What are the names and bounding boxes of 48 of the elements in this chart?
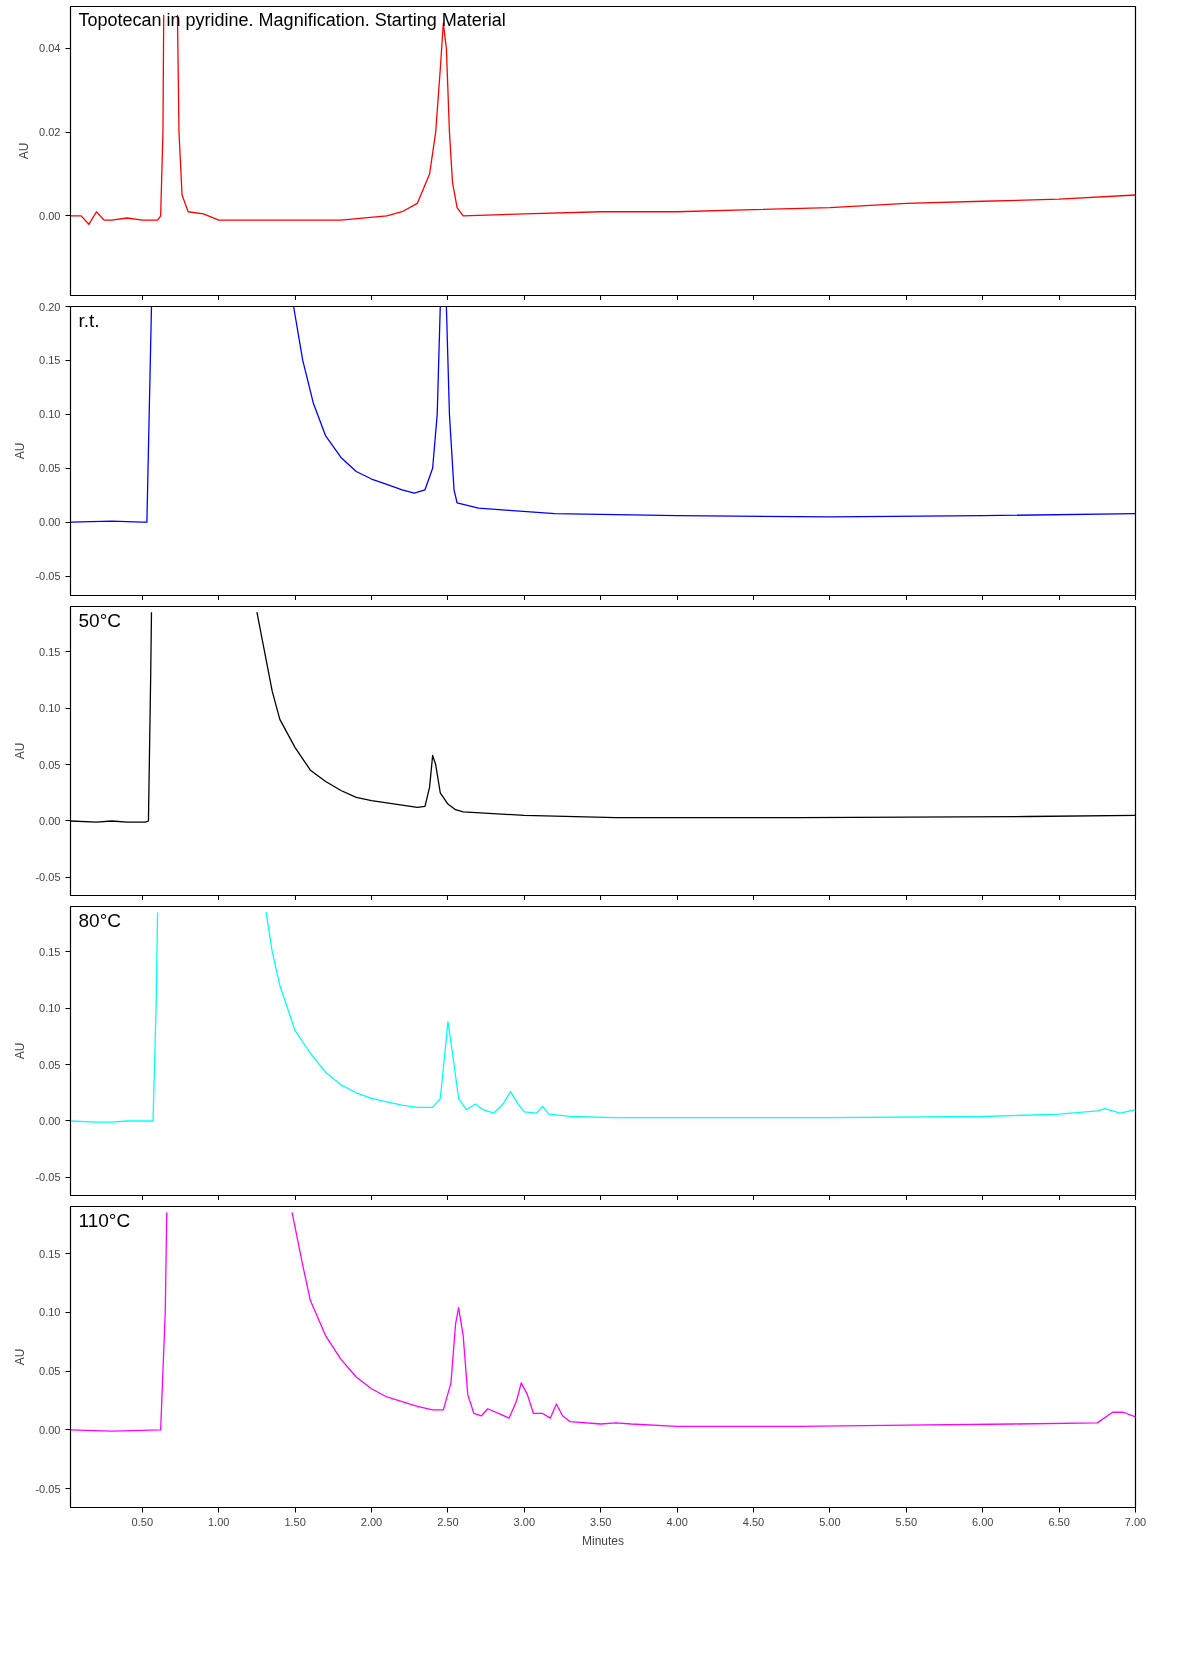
x-tick-label: 5.50 [895,1515,918,1528]
x-tick-label: 1.50 [284,1515,306,1528]
x-tick-label: 3.50 [590,1515,612,1528]
y-axis-title: AU [13,742,28,760]
x-tick-label: 3.00 [513,1515,536,1528]
y-axis-title: AU [13,1348,28,1366]
y-tick-label: 0.04 [39,42,61,55]
y-tick-label: 0.00 [39,516,61,529]
annotation: 110°C [78,1209,131,1231]
y-tick-label: -0.05 [35,1482,61,1495]
y-tick-label: 0.00 [39,209,61,222]
x-tick-label: 6.00 [972,1515,994,1528]
y-axis-title: AU [13,442,28,460]
x-tick-label: 1.00 [208,1515,230,1528]
y-tick-label: 0.00 [39,814,61,827]
y-axis-title: AU [17,142,32,160]
x-tick-label: 0.50 [131,1515,154,1528]
y-tick-label: -0.05 [35,1171,61,1184]
y-tick-label: 0.00 [39,1114,61,1127]
y-tick-label: 0.10 [39,1306,61,1319]
x-tick-label: 2.00 [360,1515,383,1528]
y-tick-label: 0.10 [39,1002,61,1015]
y-tick-label: 0.02 [39,126,61,139]
y-tick-label: 0.05 [39,1365,61,1378]
y-tick-label: 0.15 [39,354,61,367]
x-tick-label: 4.00 [666,1515,688,1528]
x-axis-title: Minutes [581,1533,625,1548]
y-tick-label: 0.10 [39,408,61,421]
x-tick-label: 6.50 [1048,1515,1070,1528]
y-tick-label: -0.05 [35,871,61,884]
y-tick-label: 0.05 [39,462,61,475]
x-tick-label: 2.50 [437,1515,459,1528]
y-tick-label: 0.05 [39,758,61,771]
y-tick-label: 0.00 [39,1423,61,1436]
x-tick-label: 7.00 [1124,1515,1147,1528]
y-tick-label: 0.10 [39,702,61,715]
annotation: 50°C [78,609,121,631]
y-tick-label: 0.15 [39,645,61,658]
y-tick-label: -0.05 [35,570,61,583]
y-tick-label: 0.05 [39,1058,61,1071]
annotation: 80°C [78,909,121,931]
y-axis-title: AU [13,1042,28,1060]
y-tick-label: 0.20 [39,300,61,313]
x-tick-label: 5.00 [819,1515,841,1528]
y-tick-label: 0.15 [39,1247,61,1260]
x-tick-label: 4.50 [742,1515,765,1528]
annotation: r.t. [78,309,100,331]
y-tick-label: 0.15 [39,945,61,958]
